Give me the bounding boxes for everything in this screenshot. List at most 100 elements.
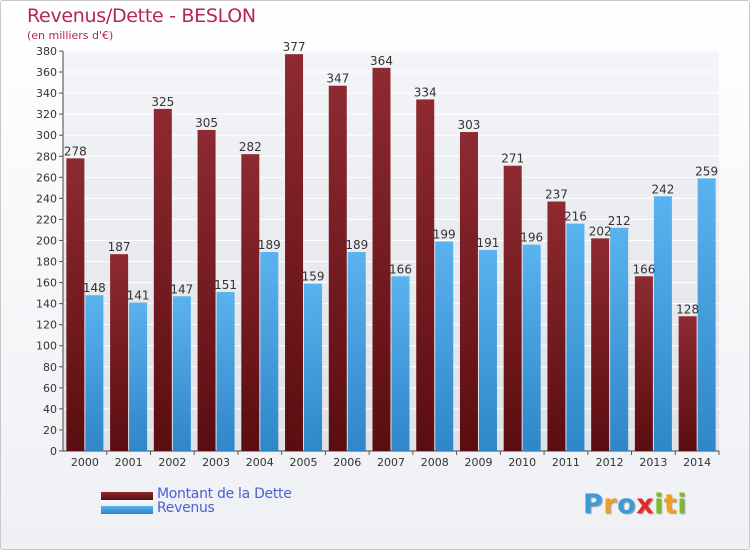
bar-revenus [304,283,323,451]
value-label-revenus: 191 [477,236,500,250]
x-tick-label: 2001 [115,456,143,469]
value-label-dette: 303 [458,118,481,132]
logo-letter: P [583,489,604,520]
x-tick-label: 2012 [596,456,624,469]
value-label-dette: 202 [589,224,612,238]
legend-label-revenus: Revenus [157,500,215,516]
value-label-revenus: 159 [302,270,325,284]
x-tick-label: 2005 [290,456,318,469]
x-tick-label: 2003 [202,456,230,469]
value-label-dette: 237 [545,188,568,202]
x-tick-label: 2010 [508,456,536,469]
value-label-dette: 364 [370,54,393,68]
value-label-revenus: 199 [433,228,456,242]
y-tick-label: 260 [36,171,57,184]
bar-dette [416,99,435,451]
y-tick-label: 0 [50,445,57,458]
y-tick-label: 180 [36,256,57,269]
bar-dette [66,158,85,452]
value-label-revenus: 189 [258,238,281,252]
chart-subtitle: (en milliers d'€) [27,29,114,42]
bar-dette [634,276,653,451]
value-label-dette: 282 [239,140,262,154]
plot-area [63,51,719,451]
y-tick-label: 320 [36,108,57,121]
logo-letter: r [603,489,618,520]
value-label-revenus: 259 [695,164,718,178]
value-label-revenus: 196 [520,231,543,245]
value-label-dette: 334 [414,85,437,99]
y-tick-label: 80 [43,361,57,374]
bar-dette [285,54,304,451]
bar-revenus [478,249,497,451]
y-tick-label: 100 [36,340,57,353]
x-tick-label: 2009 [464,456,492,469]
bar-dette [459,132,478,452]
y-tick-label: 360 [36,66,57,79]
logo-letter: x [636,489,655,520]
x-tick-label: 2011 [552,456,580,469]
y-tick-label: 380 [36,45,57,58]
bar-revenus [129,302,148,451]
x-tick-label: 2000 [71,456,99,469]
bar-revenus [522,244,541,451]
y-tick-label: 200 [36,234,57,247]
bar-dette [503,165,522,451]
x-tick-label: 2013 [639,456,667,469]
bar-dette [678,316,697,451]
logo-letter: i [654,489,664,520]
value-label-dette: 166 [632,262,655,276]
y-tick-label: 240 [36,192,57,205]
value-label-revenus: 166 [389,262,412,276]
bar-dette [241,154,260,451]
y-tick-label: 300 [36,129,57,142]
bar-dette [591,238,610,451]
bar-dette [153,108,172,451]
bar-dette [197,129,216,451]
y-tick-label: 20 [43,424,57,437]
bar-revenus [697,178,716,452]
logo-letter: t [663,489,678,520]
bar-revenus [391,276,410,451]
value-label-revenus: 212 [608,214,631,228]
bar-dette [547,201,566,451]
bar-revenus [172,296,191,451]
value-label-revenus: 141 [127,289,150,303]
x-tick-label: 2004 [246,456,274,469]
value-label-revenus: 148 [83,281,106,295]
value-label-revenus: 216 [564,210,587,224]
bar-revenus [347,252,366,451]
value-label-dette: 377 [283,40,306,54]
proxiti-logo: Proxiti [583,489,687,520]
value-label-dette: 325 [151,95,174,109]
bar-dette [372,67,391,451]
x-tick-label: 2014 [683,456,711,469]
value-label-revenus: 151 [214,278,237,292]
value-label-dette: 271 [501,152,524,166]
legend-label-dette: Montant de la Dette [157,486,292,502]
value-label-dette: 305 [195,116,218,130]
logo-letter: i [677,489,688,520]
value-label-revenus: 189 [345,238,368,252]
y-tick-label: 220 [36,213,57,226]
chart-title: Revenus/Dette - BESLON [27,5,256,27]
logo-letter: o [617,489,637,520]
x-tick-label: 2008 [421,456,449,469]
bar-revenus [653,196,672,451]
value-label-dette: 278 [64,144,87,158]
bar-dette [328,85,347,451]
legend-swatch-dette [101,492,153,502]
x-tick-label: 2002 [158,456,186,469]
x-tick-label: 2007 [377,456,405,469]
bar-revenus [610,227,629,451]
y-tick-label: 40 [43,403,57,416]
y-tick-label: 340 [36,87,57,100]
x-tick-label: 2006 [333,456,361,469]
value-label-dette: 347 [326,72,349,86]
bar-revenus [435,241,454,451]
legend-swatch-revenus [101,506,153,514]
bar-revenus [260,252,279,451]
value-label-dette: 187 [108,240,131,254]
